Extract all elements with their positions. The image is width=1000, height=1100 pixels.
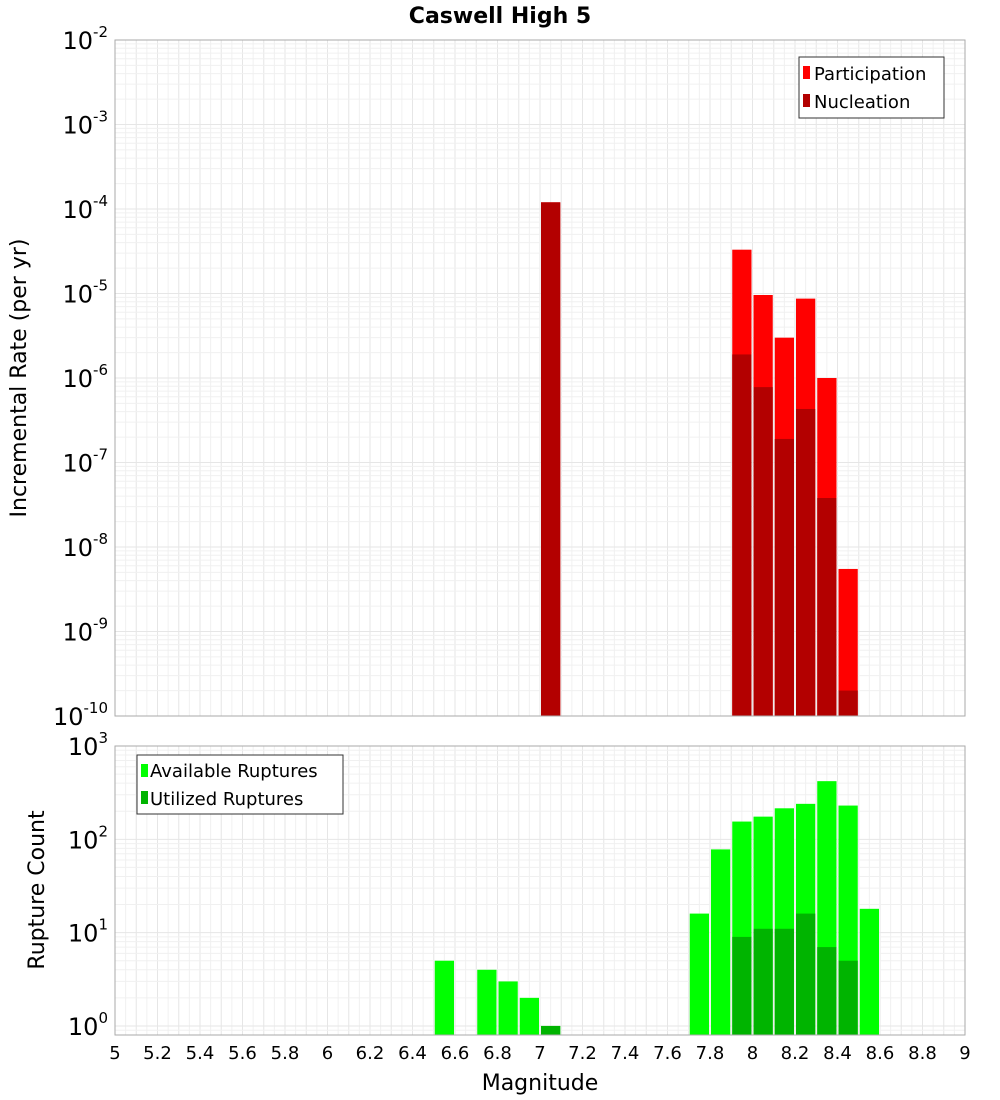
x-tick-label: 8.6 [866, 1043, 895, 1064]
bar-available [859, 908, 879, 1035]
bottom-x-ticks: 5 5.2 5.4 5.6 5.8 6 6.2 6.4 6.6 6.8 7 7.2 7.4 7.6 7.8 8… [109, 1043, 970, 1064]
bar-utilized [753, 928, 773, 1035]
y-tick-label: 10-6 [62, 361, 108, 393]
x-tick-label: 5.2 [143, 1043, 172, 1064]
y-tick-label: 10-8 [62, 530, 108, 562]
x-tick-label: 7.2 [568, 1043, 597, 1064]
x-tick-label: 5.8 [271, 1043, 300, 1064]
bar-utilized [796, 913, 816, 1035]
x-tick-label: 6.4 [398, 1043, 427, 1064]
bottom-y-ticks: 100 101 102 103 [68, 729, 108, 1041]
legend-swatch-utilized [141, 791, 148, 804]
bottom-panel-frame [114, 745, 966, 1036]
y-tick-label: 10-7 [62, 446, 108, 478]
y-tick-label: 10-3 [62, 108, 108, 140]
legend-label-available: Available Ruptures [150, 761, 318, 782]
top-y-ticks: 10-10 10-9 10-8 10-7 10-6 10-5 10-4 10-3 10-2 [53, 23, 108, 731]
bar-available [711, 849, 731, 1035]
y-tick-label: 10-5 [62, 277, 108, 309]
legend-swatch-participation [803, 66, 810, 79]
bar-nucleation [796, 408, 816, 716]
top-panel-frame [114, 39, 966, 717]
y-tick-label: 103 [68, 729, 108, 761]
bar-nucleation [838, 690, 858, 716]
bar-nucleation [541, 202, 561, 716]
x-tick-label: 5 [109, 1043, 120, 1064]
bottom-y-axis-label: Rupture Count [25, 810, 50, 970]
x-tick-label: 7.8 [696, 1043, 725, 1064]
bar-available [689, 913, 709, 1035]
bar-utilized [774, 928, 794, 1035]
legend-label-nucleation: Nucleation [814, 92, 910, 113]
y-tick-label: 10-9 [62, 615, 108, 647]
x-tick-label: 5.6 [228, 1043, 257, 1064]
x-tick-label: 6.6 [441, 1043, 470, 1064]
x-tick-label: 8.4 [823, 1043, 852, 1064]
x-tick-label: 8 [747, 1043, 758, 1064]
top-legend-box [798, 56, 945, 119]
bar-available [519, 997, 539, 1035]
bar-nucleation [753, 387, 773, 716]
y-tick-label: 10-4 [62, 192, 108, 224]
y-tick-label: 10-2 [62, 23, 108, 55]
legend-swatch-available [141, 764, 148, 777]
top-panel-bars [541, 202, 858, 716]
bar-available [434, 960, 454, 1035]
legend-label-utilized: Utilized Ruptures [150, 789, 303, 810]
y-tick-label: 10-10 [53, 699, 108, 731]
bottom-legend: Available Ruptures Utilized Ruptures [136, 754, 344, 815]
bar-nucleation [732, 354, 752, 716]
bar-available [477, 969, 497, 1035]
x-tick-label: 5.4 [186, 1043, 215, 1064]
top-legend: Participation Nucleation [798, 56, 945, 119]
x-tick-label: 7 [534, 1043, 545, 1064]
x-tick-label: 8.8 [908, 1043, 937, 1064]
bar-utilized [541, 1025, 561, 1035]
x-tick-label: 6.8 [483, 1043, 512, 1064]
legend-label-participation: Participation [814, 64, 926, 85]
y-tick-label: 101 [68, 916, 108, 948]
x-tick-label: 6 [322, 1043, 333, 1064]
bar-utilized [817, 947, 837, 1035]
top-y-axis-label: Incremental Rate (per yr) [7, 239, 32, 518]
x-tick-label: 9 [959, 1043, 970, 1064]
bottom-legend-box [136, 754, 344, 815]
bar-nucleation [817, 498, 837, 716]
y-tick-label: 102 [68, 822, 108, 854]
bar-available [498, 981, 518, 1035]
x-axis-label: Magnitude [482, 1071, 599, 1096]
legend-swatch-nucleation [803, 94, 810, 107]
bar-utilized [838, 960, 858, 1035]
x-tick-label: 7.6 [653, 1043, 682, 1064]
bar-nucleation [774, 438, 794, 716]
chart-title: Caswell High 5 [409, 4, 591, 29]
bar-utilized [732, 936, 752, 1035]
x-tick-label: 6.2 [356, 1043, 385, 1064]
x-tick-label: 8.2 [781, 1043, 810, 1064]
top-panel-grid [114, 39, 966, 717]
bar-participation [838, 568, 858, 716]
x-tick-label: 7.4 [611, 1043, 640, 1064]
y-tick-label: 100 [68, 1009, 108, 1041]
bottom-panel-bars [434, 781, 879, 1035]
